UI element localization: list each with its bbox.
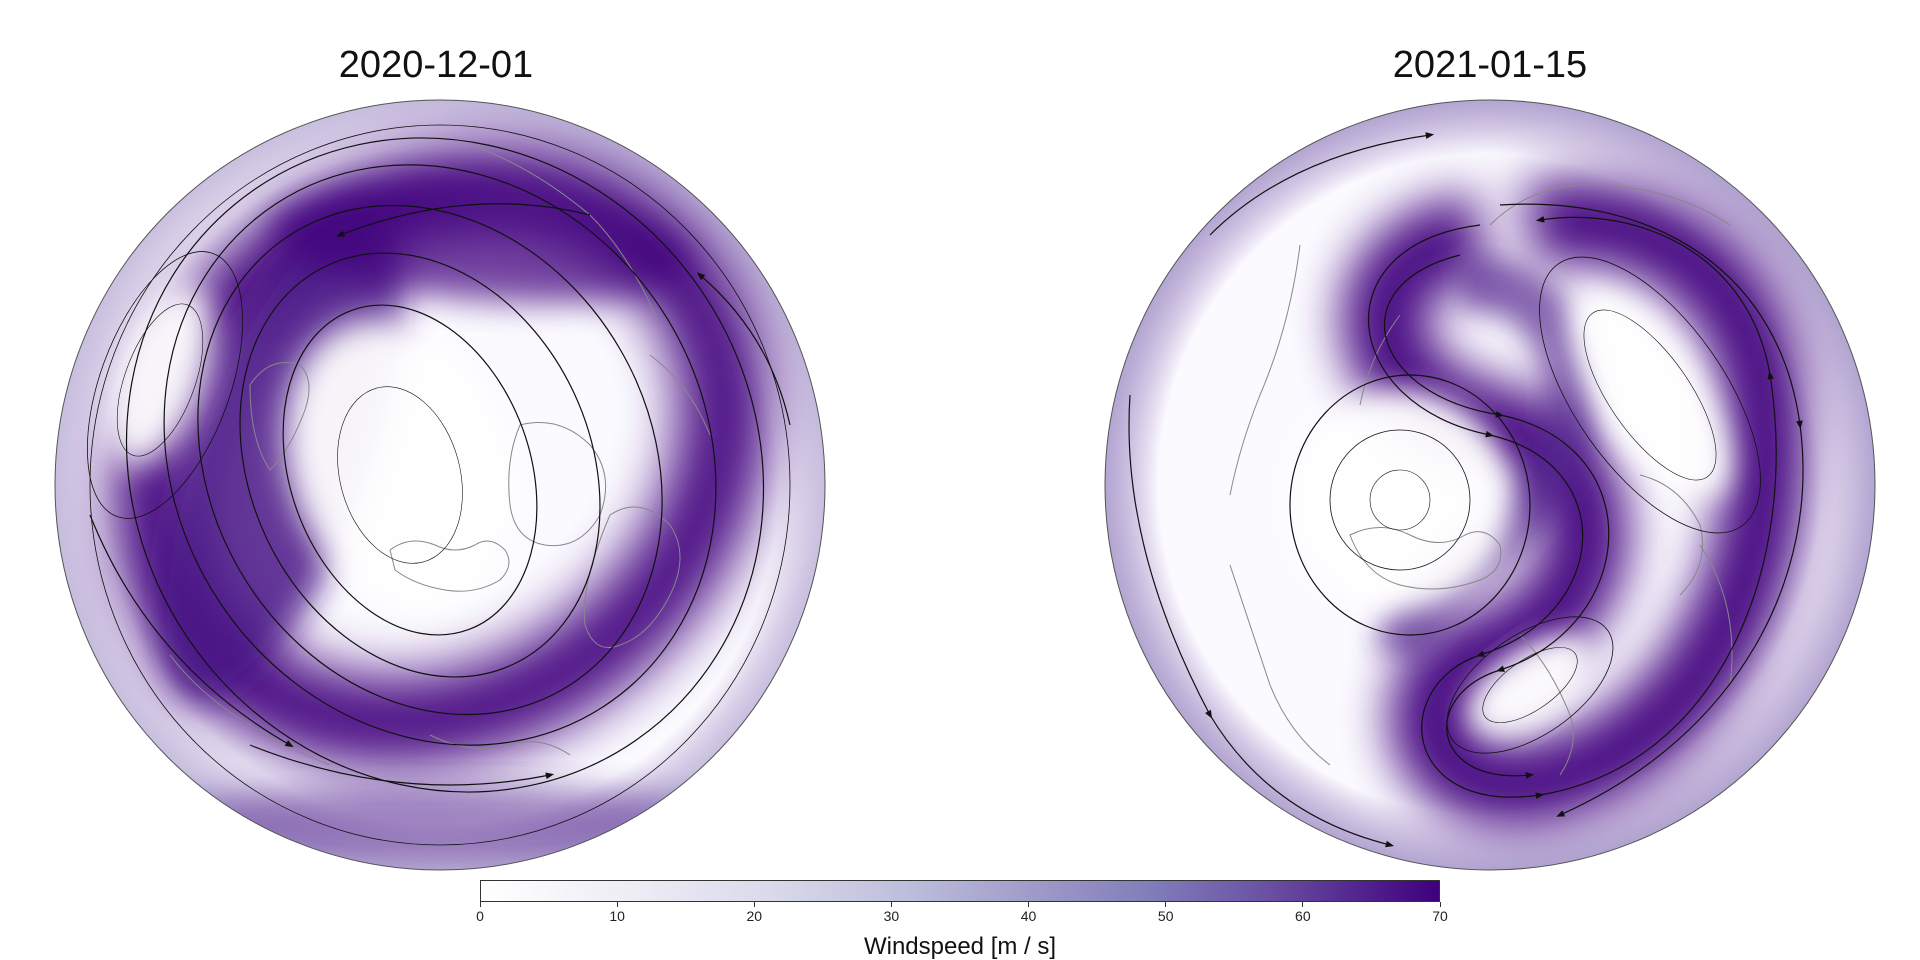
colorbar-gradient (480, 880, 1440, 902)
colorbar-tick-label: 40 (1020, 908, 1037, 924)
right-panel-title: 2021-01-15 (1392, 44, 1588, 86)
colorbar-tick-label: 50 (1157, 908, 1174, 924)
colorbar: 0 10 20 30 40 50 60 70 Windspeed [m / s] (470, 880, 1450, 960)
colorbar-tick-label: 60 (1295, 908, 1311, 924)
colorbar-tick-label: 20 (746, 908, 763, 924)
colorbar-tick-label: 70 (1432, 908, 1448, 924)
windspeed-shading (1105, 100, 1875, 870)
left-globe-map (54, 99, 826, 871)
colorbar-tick (1028, 902, 1030, 907)
colorbar-tick (479, 902, 481, 907)
windspeed-shading (55, 100, 825, 870)
colorbar-tick (890, 902, 892, 907)
colorbar-tick-label: 30 (883, 908, 900, 924)
streamlines (86, 124, 791, 846)
left-panel-title: 2020-12-01 (338, 44, 534, 86)
colorbar-tick-label: 0 (476, 908, 484, 924)
colorbar-tick (1165, 902, 1167, 907)
globe-edge (1104, 99, 1876, 871)
colorbar-tick (753, 902, 755, 907)
right-globe-map (1104, 99, 1876, 871)
colorbar-tick (1439, 902, 1441, 907)
colorbar-tick (616, 902, 618, 907)
colorbar-tick (1302, 902, 1304, 907)
streamlines (1128, 132, 1804, 848)
colorbar-label: Windspeed [m / s] (863, 933, 1057, 960)
globe-edge (54, 99, 826, 871)
colorbar-tick-label: 10 (609, 908, 625, 924)
